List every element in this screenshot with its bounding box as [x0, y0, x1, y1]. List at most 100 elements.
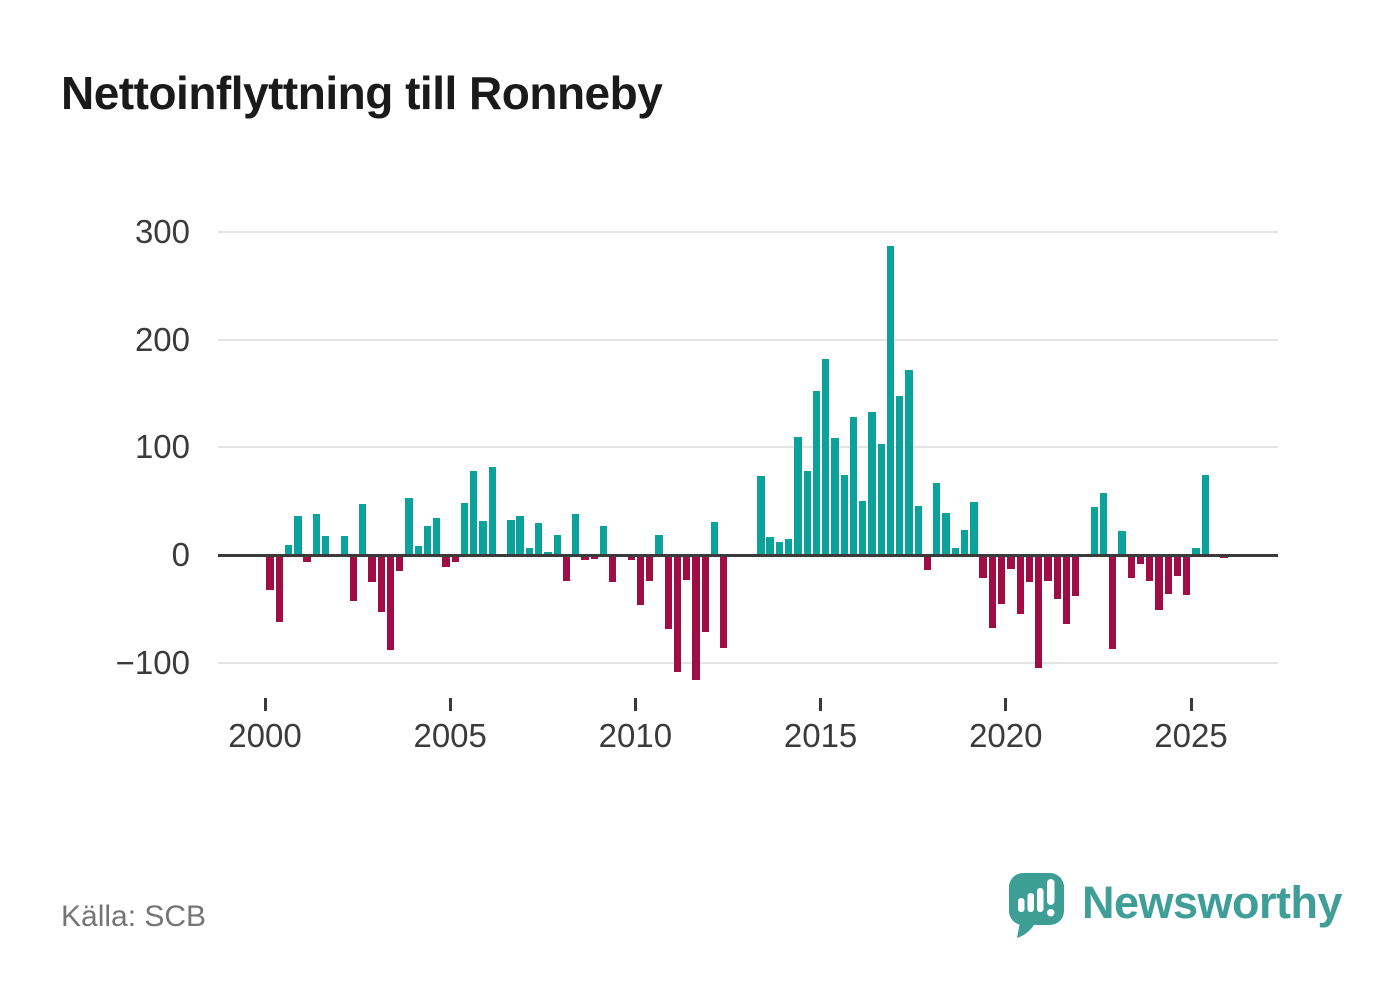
- bar-2004Q3: [433, 518, 441, 555]
- bar-2019Q4: [997, 555, 1006, 604]
- bar-2008Q3: [581, 555, 589, 561]
- bar-2000Q4: [294, 516, 302, 555]
- bar-2025Q4: [1220, 555, 1228, 559]
- bar-2006Q3: [507, 519, 515, 555]
- bar-2003Q4: [405, 497, 413, 555]
- bar-2010Q4: [664, 555, 672, 630]
- bar-2003Q2: [386, 555, 395, 650]
- x-axis-label: 2025: [1154, 717, 1228, 754]
- bar-2004Q2: [423, 525, 432, 555]
- bar-2008Q1: [562, 555, 571, 581]
- bar-2013Q3: [766, 536, 774, 555]
- bar-2007Q2: [534, 522, 543, 555]
- bar-2015Q2: [831, 437, 839, 555]
- bar-2023Q3: [1136, 555, 1145, 564]
- bar-2000Q2: [275, 555, 284, 622]
- bar-2021Q2: [1053, 555, 1061, 600]
- bar-2003Q3: [396, 555, 404, 572]
- bar-2007Q3: [544, 551, 552, 555]
- bar-2024Q2: [1164, 555, 1172, 594]
- bar-2018Q3: [951, 547, 959, 555]
- x-axis-label: 2020: [969, 717, 1043, 754]
- bar-2022Q2: [1090, 506, 1098, 555]
- bar-2021Q1: [1044, 555, 1052, 581]
- bar-2021Q3: [1062, 555, 1071, 624]
- bar-2019Q3: [988, 555, 997, 629]
- bar-2005Q1: [451, 555, 459, 562]
- x-axis-label: 2010: [598, 717, 673, 754]
- bar-2008Q2: [572, 514, 580, 555]
- bar-2007Q1: [525, 547, 534, 555]
- x-axis-tick-2005: [448, 698, 452, 711]
- bar-2016Q3: [877, 444, 885, 555]
- bar-2009Q2: [609, 555, 617, 582]
- bar-2002Q3: [359, 504, 367, 555]
- newsworthy-logo-icon: [1009, 873, 1064, 938]
- bar-2015Q3: [840, 475, 848, 555]
- bar-2014Q4: [812, 391, 821, 555]
- bar-2016Q1: [859, 501, 867, 555]
- bar-2017Q1: [896, 395, 904, 555]
- bar-2002Q1: [340, 535, 348, 555]
- bar-2023Q2: [1127, 555, 1135, 578]
- x-axis-tick-2010: [633, 698, 637, 711]
- bar-2017Q2: [905, 369, 913, 555]
- x-axis-label: 2000: [228, 717, 302, 754]
- bar-2024Q1: [1155, 555, 1163, 610]
- bar-2002Q2: [349, 555, 358, 602]
- x-axis-tick-2000: [263, 698, 267, 711]
- bar-2018Q4: [960, 530, 969, 555]
- bar-2009Q4: [627, 555, 635, 561]
- x-axis-tick-2015: [819, 698, 823, 711]
- x-axis-tick-2025: [1189, 698, 1193, 711]
- bar-2013Q4: [775, 542, 784, 555]
- bar-2014Q1: [785, 538, 793, 555]
- bar-2014Q3: [803, 471, 811, 555]
- bar-2004Q4: [442, 555, 450, 567]
- bar-2010Q1: [636, 555, 645, 605]
- x-axis-tick-2020: [1004, 698, 1008, 711]
- bar-2025Q2: [1201, 475, 1210, 555]
- newsworthy-brand: Newsworthy: [1008, 872, 1343, 940]
- bar-2022Q3: [1099, 492, 1108, 555]
- bar-2008Q4: [590, 555, 598, 560]
- bar-2014Q2: [794, 436, 802, 555]
- gridline-300: [218, 230, 1278, 233]
- bar-2017Q3: [914, 505, 922, 555]
- bar-2020Q1: [1007, 555, 1015, 569]
- bar-2001Q2: [312, 514, 321, 555]
- bar-2021Q4: [1072, 555, 1080, 596]
- gridline--100: [218, 661, 1278, 664]
- bar-2020Q4: [1035, 555, 1043, 669]
- bar-2005Q3: [470, 471, 478, 555]
- y-axis-label: −100: [115, 643, 190, 681]
- gridline-200: [218, 338, 1278, 341]
- bar-2005Q2: [460, 503, 469, 555]
- bar-2019Q2: [979, 555, 987, 578]
- bar-2005Q4: [479, 520, 487, 555]
- y-axis-label: 300: [134, 212, 190, 250]
- bar-2002Q4: [368, 555, 376, 582]
- bar-2012Q2: [720, 555, 728, 648]
- bar-2015Q4: [849, 417, 858, 555]
- bar-2010Q2: [646, 555, 654, 581]
- bar-2023Q1: [1118, 531, 1126, 555]
- x-axis-label: 2015: [783, 717, 858, 754]
- bar-2016Q2: [868, 411, 876, 555]
- page-title: Nettoinflyttning till Ronneby: [61, 67, 663, 119]
- source-note: Källa: SCB: [61, 900, 207, 933]
- y-axis-label: 0: [171, 536, 190, 573]
- bar-2022Q4: [1109, 555, 1117, 649]
- bar-2000Q3: [284, 545, 293, 555]
- bar-2024Q3: [1173, 555, 1182, 576]
- bar-2001Q1: [303, 555, 311, 562]
- bar-2018Q2: [942, 513, 950, 555]
- x-axis-label: 2005: [413, 717, 487, 754]
- bar-2009Q1: [599, 525, 608, 555]
- bar-2016Q4: [886, 245, 895, 555]
- bar-2020Q2: [1016, 555, 1024, 615]
- bar-2000Q1: [266, 555, 274, 590]
- bar-2025Q1: [1192, 547, 1200, 555]
- bar-2011Q1: [673, 555, 682, 673]
